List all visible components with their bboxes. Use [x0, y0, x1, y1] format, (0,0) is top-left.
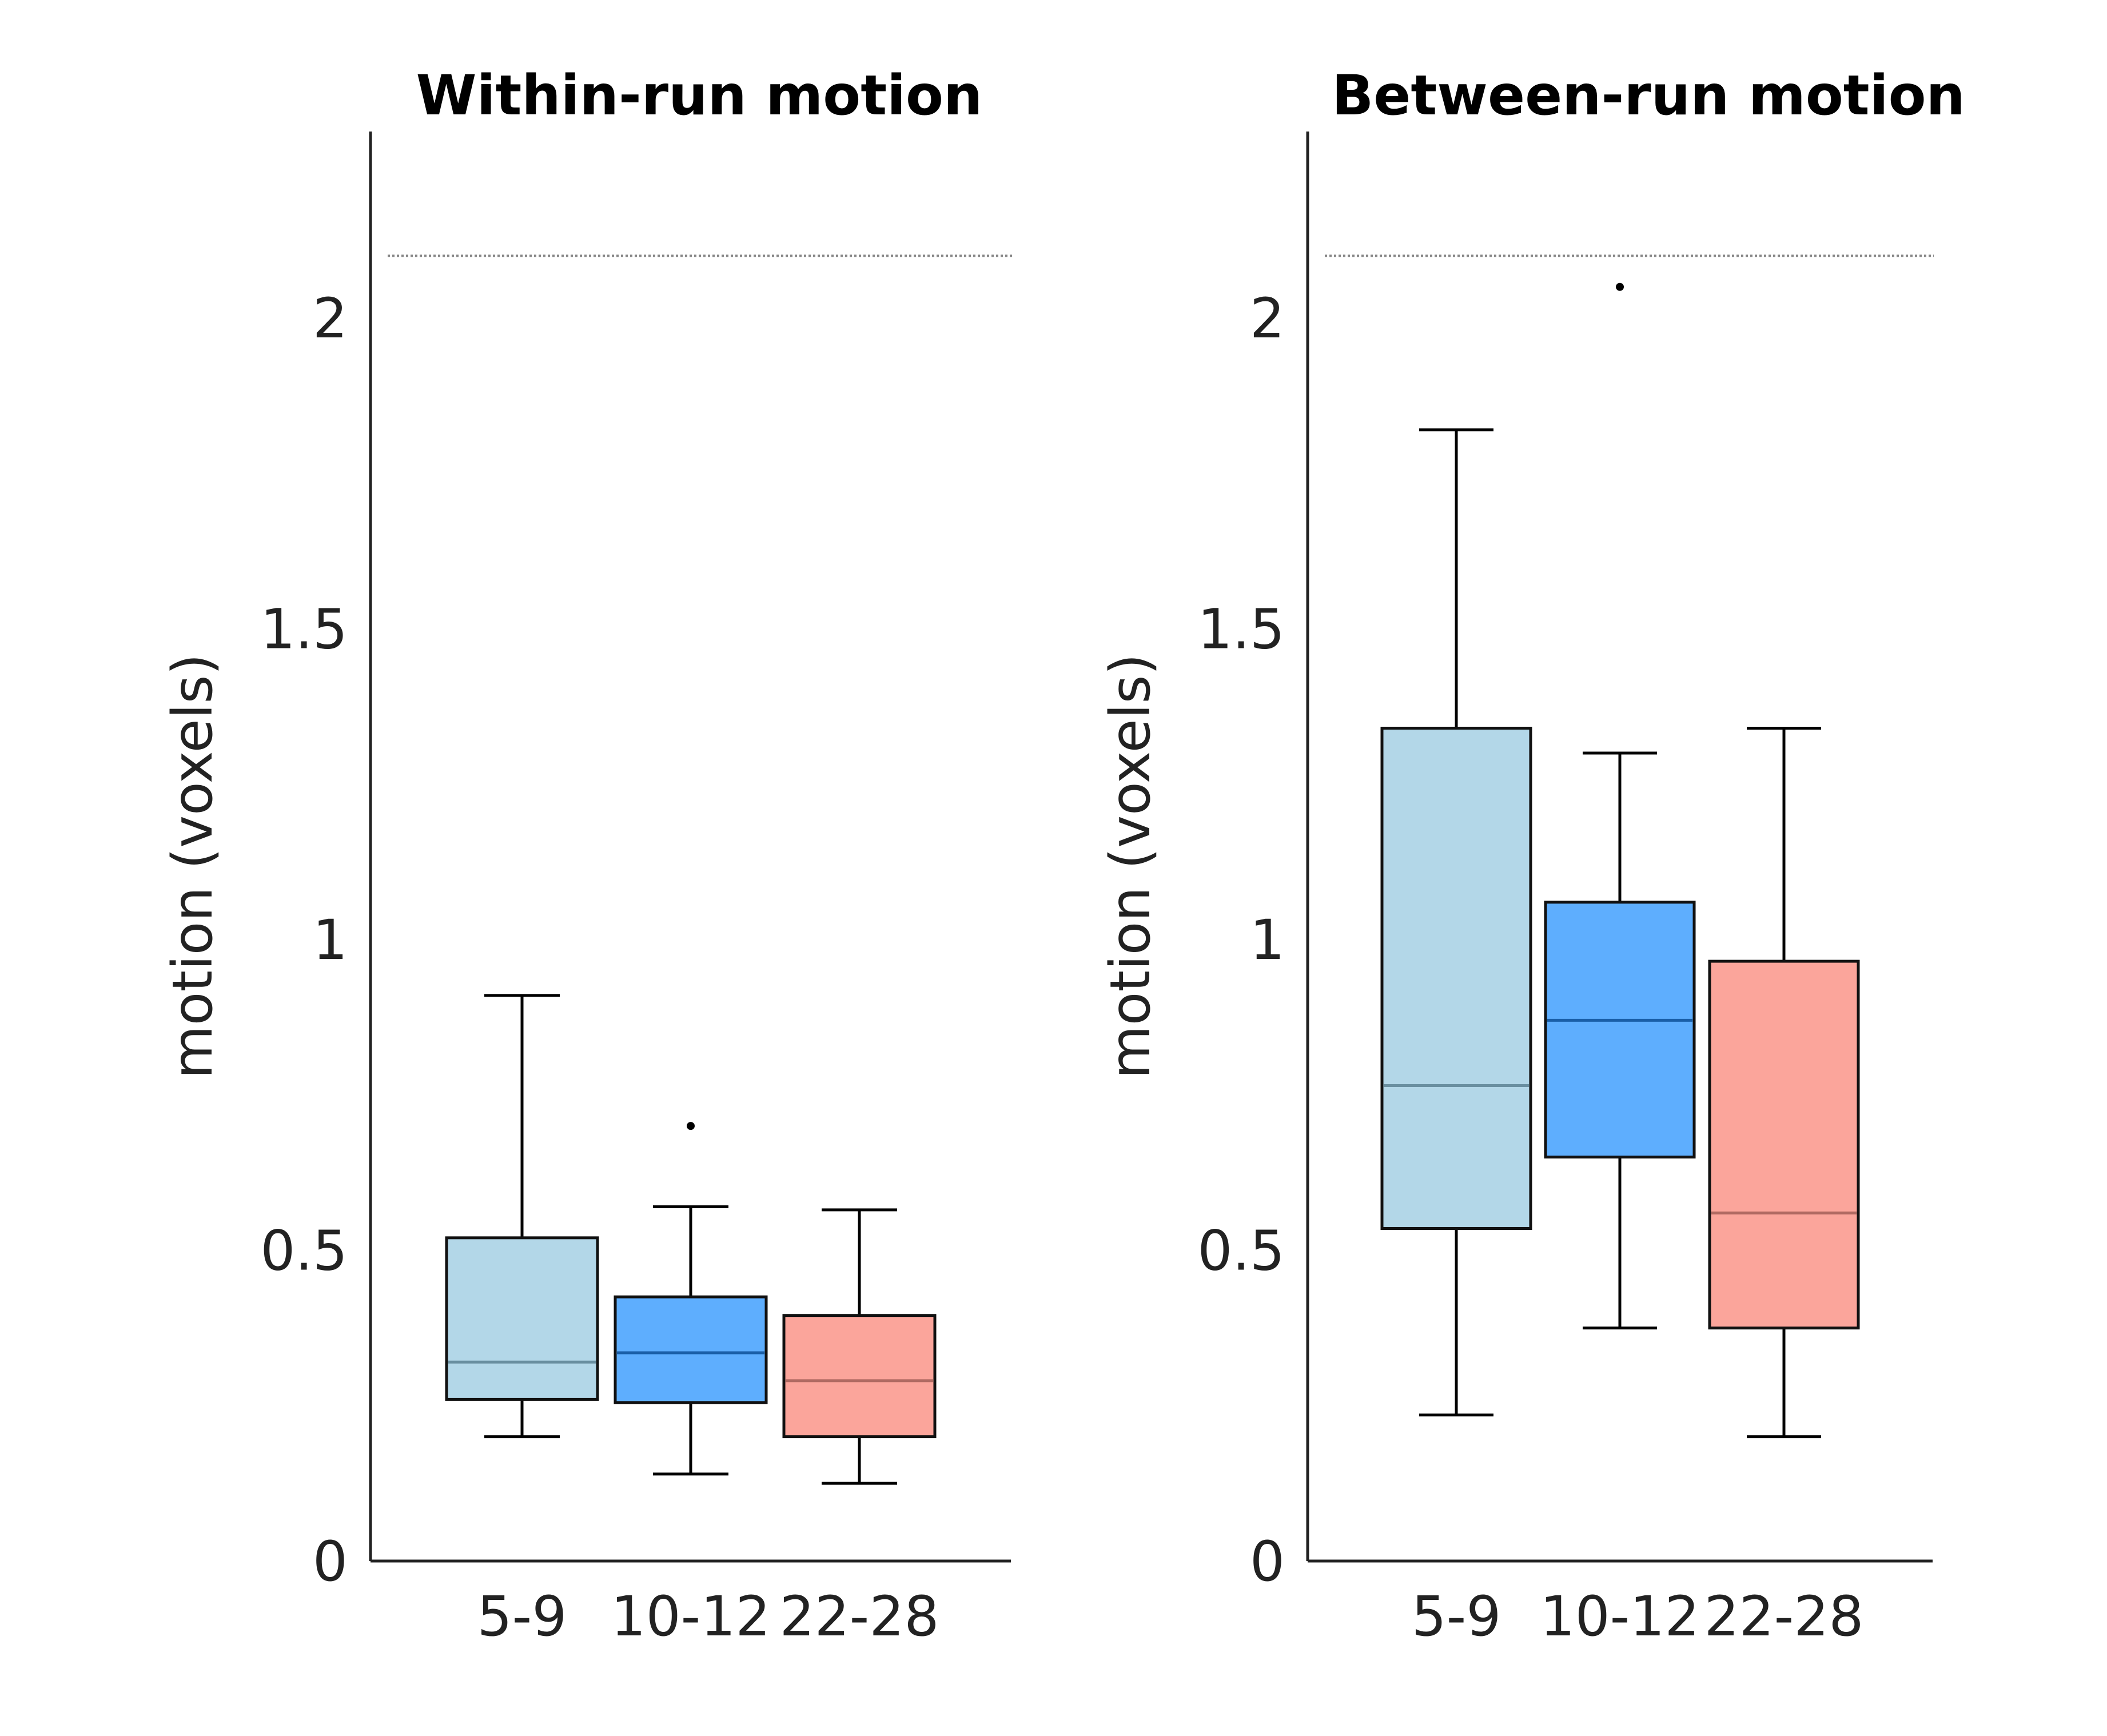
- x-tick-label: 5-9: [477, 1584, 567, 1649]
- y-tick-label: 0: [1250, 1530, 1285, 1594]
- box-iqr: [1544, 901, 1696, 1158]
- outlier-point: [1616, 282, 1624, 291]
- x-tick-label: 5-9: [1412, 1584, 1501, 1649]
- box-iqr: [1380, 726, 1532, 1230]
- panel-title: Within-run motion: [416, 63, 983, 128]
- box-iqr: [1708, 959, 1860, 1329]
- box-iqr: [445, 1236, 599, 1401]
- x-tick-label: 10-12: [1540, 1584, 1700, 1649]
- box-10-12: [1544, 282, 1696, 1329]
- y-tick-label: 0.5: [260, 1219, 348, 1283]
- y-axis-label: motion (voxels): [1098, 654, 1162, 1079]
- y-tick-label: 1: [1250, 908, 1285, 972]
- y-tick-label: 2: [1250, 286, 1285, 351]
- box-5-9: [445, 994, 599, 1439]
- y-tick-label: 2: [313, 286, 348, 351]
- y-tick-label: 1.5: [1197, 598, 1285, 662]
- box-10-12: [614, 1122, 768, 1476]
- y-tick-label: 1.5: [260, 598, 348, 662]
- box-22-28: [1708, 726, 1860, 1439]
- box-5-9: [1380, 428, 1532, 1417]
- y-tick-label: 1: [313, 908, 348, 972]
- x-tick-label: 22-28: [1704, 1584, 1864, 1649]
- y-tick-label: 0.5: [1197, 1219, 1285, 1283]
- panel-1: Within-run motion 0 0.5 1 1.5 2 motion (voxels…: [161, 63, 1012, 1649]
- box-iqr: [614, 1295, 768, 1404]
- box-iqr: [782, 1314, 937, 1439]
- panel-2: Between-run motion 0 0.5 1 1.5 2 motion (voxel…: [1098, 63, 1965, 1649]
- x-tick-label: 22-28: [780, 1584, 939, 1649]
- panel-title: Between-run motion: [1332, 63, 1965, 128]
- y-tick-label: 0: [313, 1530, 348, 1594]
- y-axis-label: motion (voxels): [161, 654, 225, 1079]
- x-tick-label: 10-12: [611, 1584, 771, 1649]
- box-22-28: [782, 1208, 937, 1485]
- outlier-point: [687, 1122, 695, 1130]
